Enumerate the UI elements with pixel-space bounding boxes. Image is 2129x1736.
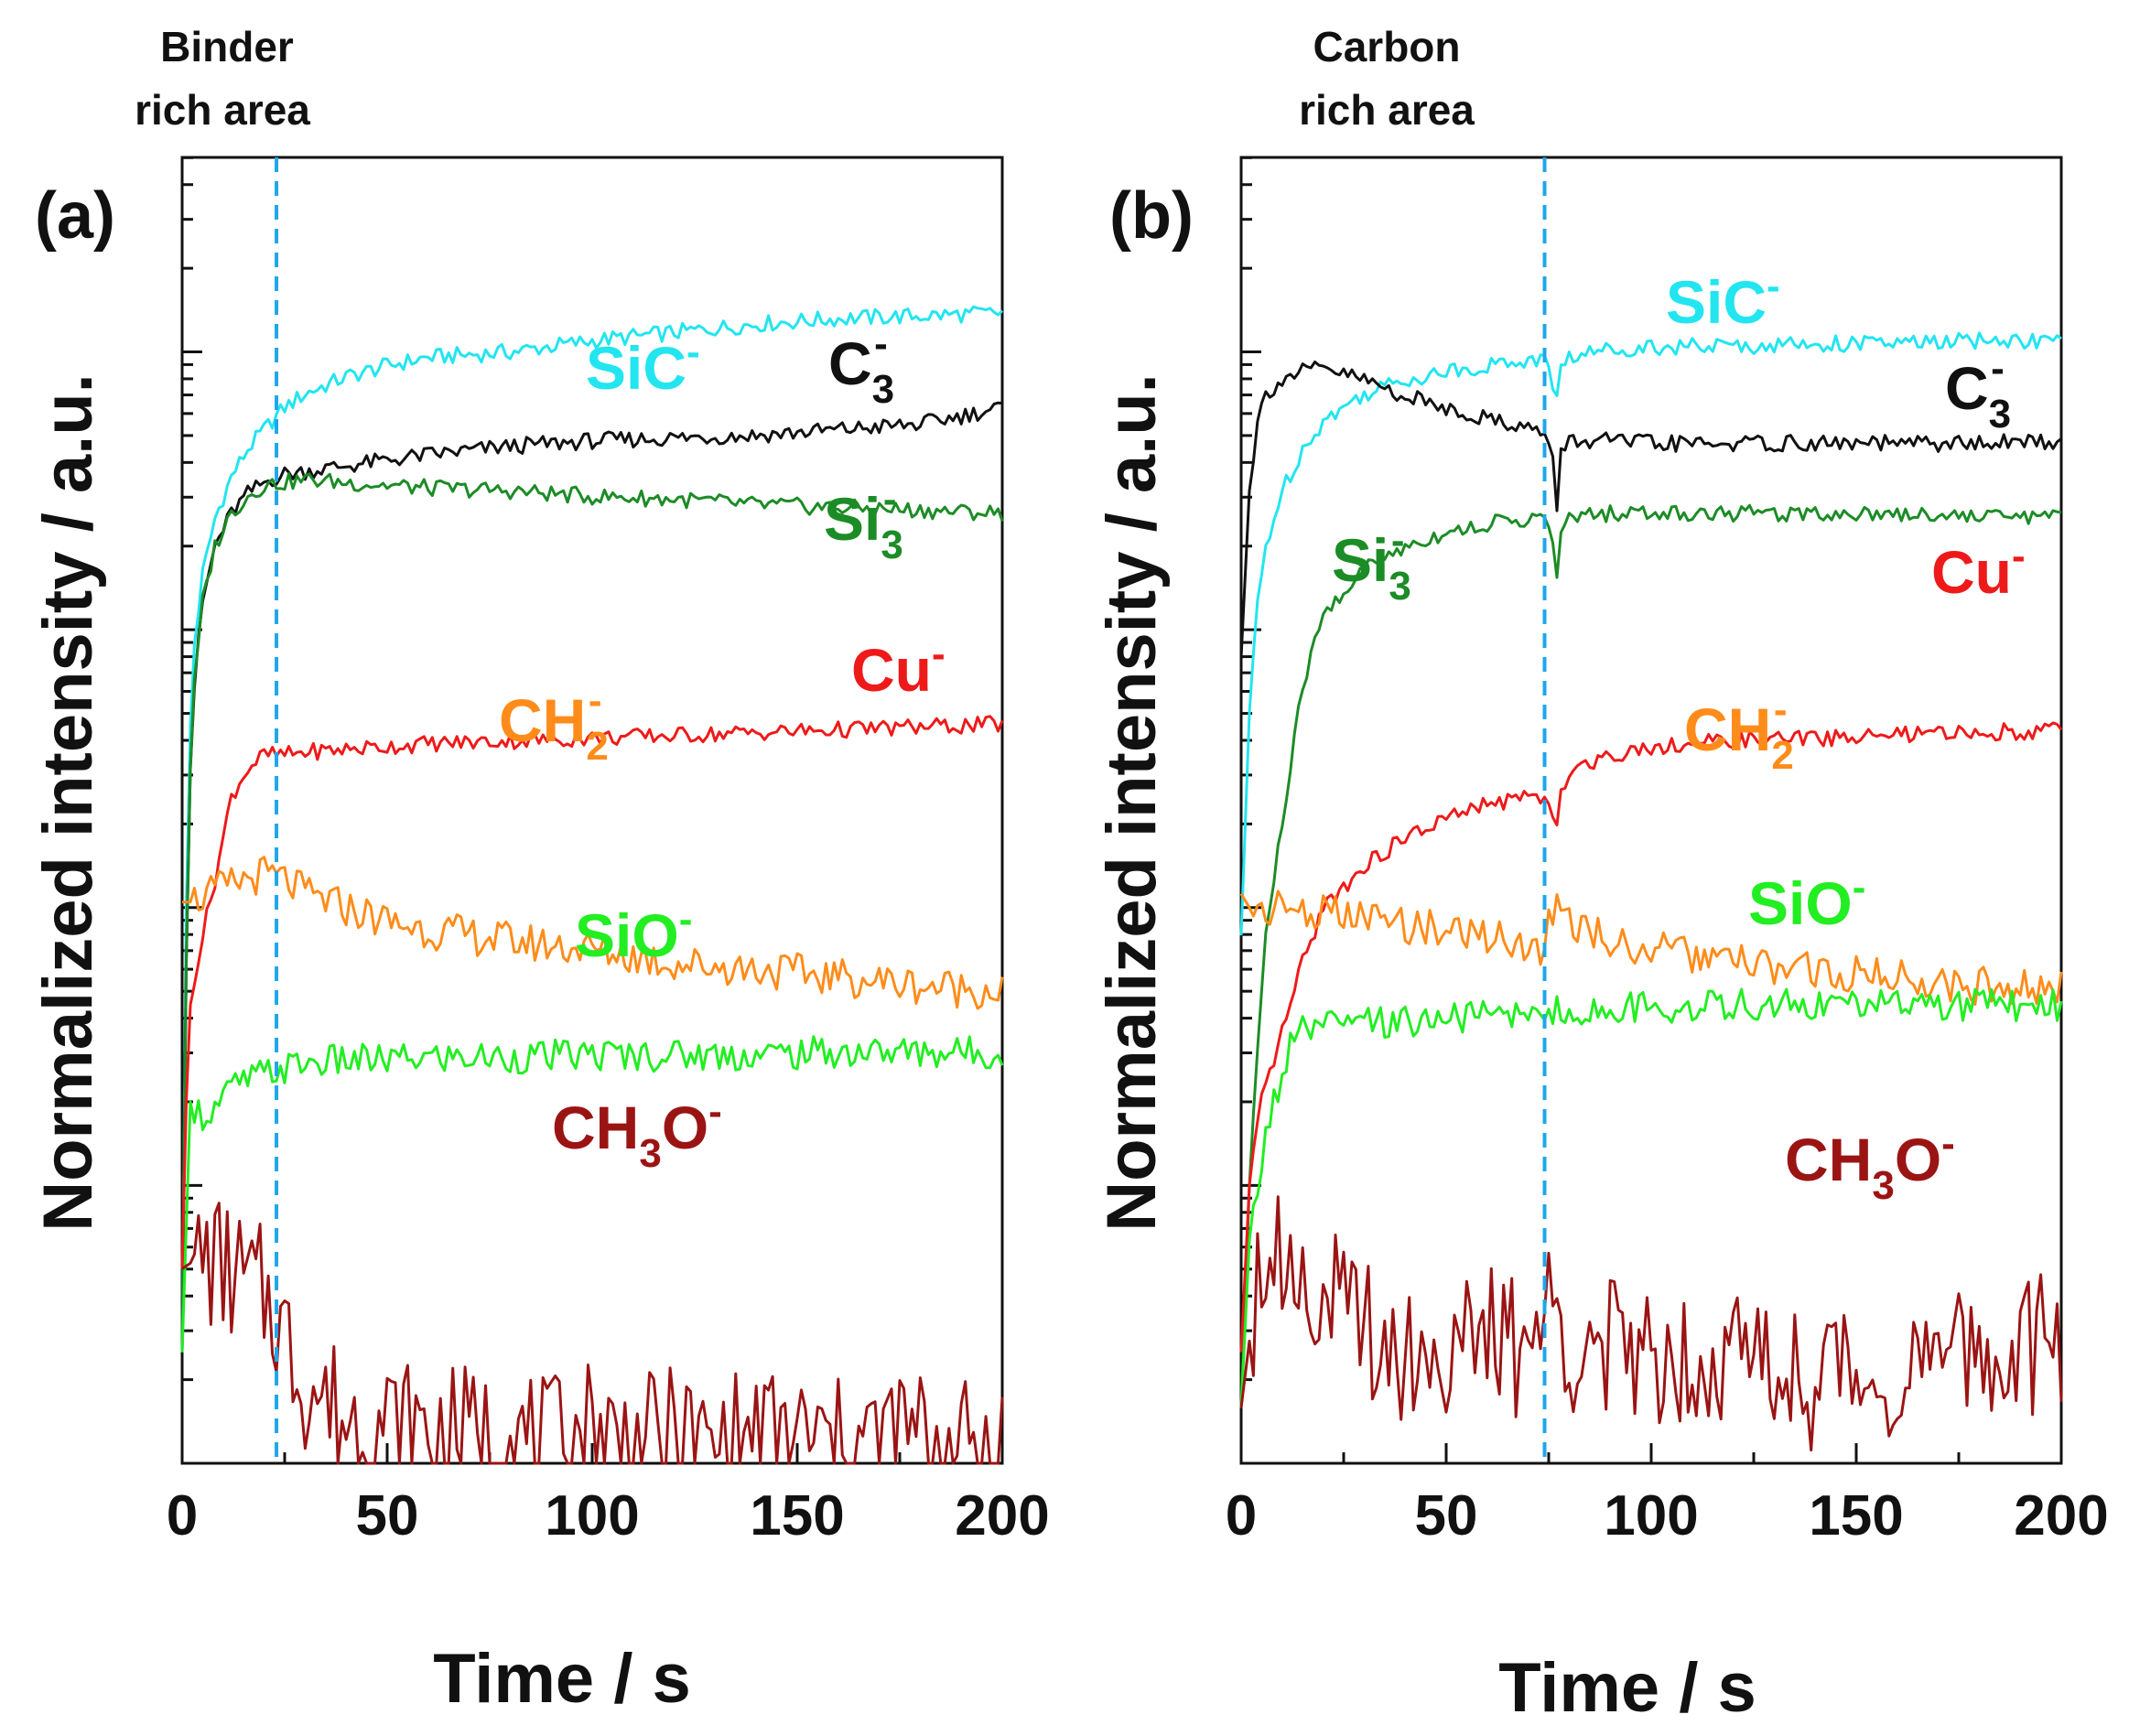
panel-a-label-ch3o: CH3O-	[552, 1089, 722, 1176]
x-tick-label: 150	[1809, 1484, 1903, 1547]
panel-a-series-ch3o	[181, 1202, 1004, 1465]
panel-a-y-axis-title: Normalized intensity / a.u.	[29, 373, 107, 1232]
panel-b-series-ch3o	[1239, 1195, 2063, 1452]
panel-b-label-si3: Si3-	[1332, 518, 1411, 609]
panel-b-series-si3	[1239, 503, 2062, 1408]
panel-a-label-si3: Si3-	[824, 477, 903, 567]
x-tick-label: 0	[1226, 1484, 1257, 1547]
x-tick-label: 200	[2014, 1484, 2108, 1547]
x-tick-label: 0	[167, 1484, 198, 1547]
panel-a-x-axis-title: Time / s	[433, 1640, 691, 1718]
panel-a-series-cu	[180, 715, 1004, 1269]
panel-a-label-sic: SiC-	[586, 329, 700, 402]
panel-b-label-c3: C3-	[1945, 346, 2011, 437]
panel-a-series-ch2	[182, 856, 1004, 1010]
x-tick-label: 150	[750, 1484, 844, 1547]
panel-b-label-sic: SiC-	[1666, 264, 1780, 336]
x-tick-label: 100	[545, 1484, 639, 1547]
panel-a-annotation-line2: rich area	[135, 86, 310, 134]
panel-a-series-group	[180, 305, 1004, 1465]
panel-b-plot-frame	[1239, 156, 2063, 1465]
panel-a-label-sio: SiO-	[575, 897, 692, 969]
panel-b-series-group	[1239, 331, 2063, 1452]
x-tick-label: 50	[1415, 1484, 1478, 1547]
panel-b-series-c3	[1239, 361, 2062, 658]
panel-a-annotation-line1: Binder	[160, 23, 294, 70]
panel-a-series-sic	[180, 305, 1004, 1353]
panel-b-x-tick-labels: 0 50 100 150 200	[1226, 1484, 2109, 1547]
panel-b-letter: (b)	[1109, 179, 1194, 253]
panel-a-x-tick-labels: 0 50 100 150 200	[167, 1484, 1050, 1547]
x-tick-label: 50	[356, 1484, 419, 1547]
panel-a-chart: Binder rich area (a) Normalized intensit…	[29, 23, 1050, 1718]
panel-b-x-axis-title: Time / s	[1498, 1649, 1756, 1727]
panel-b-label-ch2: CH2-	[1684, 687, 1794, 778]
panel-a-label-cu: Cu-	[851, 631, 946, 704]
panel-b-label-cu: Cu-	[1931, 534, 2026, 606]
panel-a-label-ch2: CH2-	[499, 678, 609, 769]
panel-b-annotation-line1: Carbon	[1313, 23, 1461, 70]
panel-b-label-ch3o: CH3O-	[1785, 1121, 1955, 1208]
panel-b-annotation-line2: rich area	[1299, 86, 1475, 134]
panel-b-series-sio	[1239, 987, 2063, 1408]
panel-a-label-c3: C3-	[828, 321, 894, 412]
panel-a-letter: (a)	[35, 179, 115, 253]
panel-b-y-axis-title: Normalized intensity / a.u.	[1093, 373, 1171, 1232]
panel-b-series-ch2	[1239, 890, 2063, 1007]
panel-b-label-sio: SiO-	[1748, 865, 1865, 937]
panel-b-ticks	[1239, 156, 2063, 1465]
panel-a-series-sio	[180, 1035, 1004, 1353]
panel-b-chart: Carbon rich area (b) Normalized intensit…	[1093, 23, 2109, 1727]
panel-a-series-si3	[180, 472, 1004, 1353]
panel-a-series-c3	[180, 401, 1003, 1353]
x-tick-label: 100	[1604, 1484, 1698, 1547]
panel-b-series-sic	[1239, 331, 2062, 936]
x-tick-label: 200	[955, 1484, 1049, 1547]
panel-b-series-cu	[1239, 721, 2063, 1353]
